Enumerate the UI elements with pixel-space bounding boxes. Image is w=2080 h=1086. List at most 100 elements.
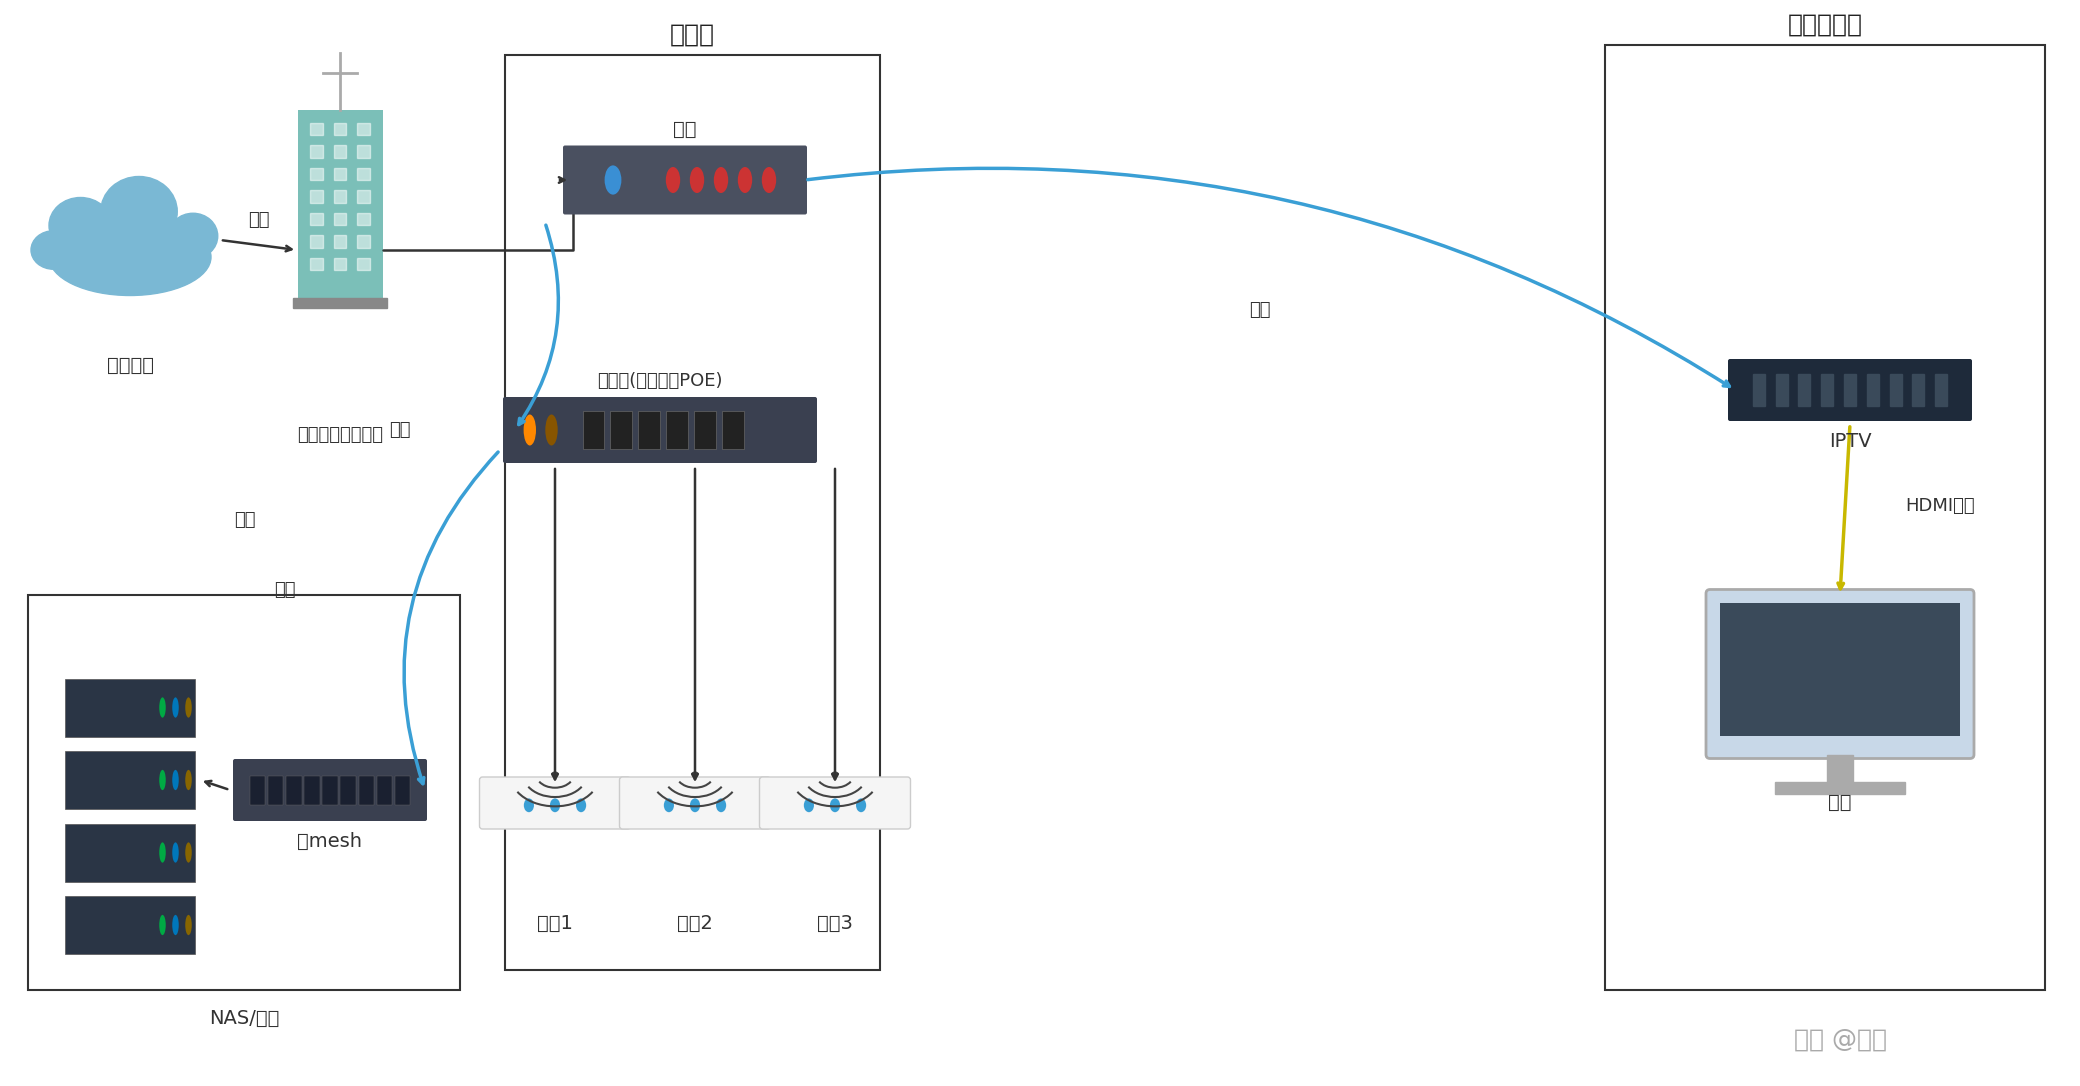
- Ellipse shape: [160, 697, 166, 718]
- Ellipse shape: [173, 914, 179, 935]
- Text: 书房: 书房: [235, 512, 256, 529]
- Bar: [358, 123, 370, 135]
- Ellipse shape: [691, 167, 705, 193]
- Text: 光纤: 光纤: [248, 211, 268, 229]
- FancyBboxPatch shape: [480, 776, 630, 829]
- Ellipse shape: [691, 798, 701, 812]
- Bar: [333, 213, 347, 225]
- Bar: [1912, 374, 1924, 406]
- Text: 网口3: 网口3: [817, 913, 853, 933]
- Ellipse shape: [738, 167, 753, 193]
- Text: 电视: 电视: [1828, 793, 1851, 812]
- Ellipse shape: [185, 697, 191, 718]
- Text: 光猫: 光猫: [674, 119, 697, 139]
- Bar: [310, 190, 322, 202]
- Bar: [1776, 374, 1787, 406]
- Bar: [310, 146, 322, 157]
- Bar: [505, 55, 880, 970]
- Bar: [722, 412, 745, 449]
- Ellipse shape: [173, 697, 179, 718]
- Bar: [333, 123, 347, 135]
- Text: IPTV: IPTV: [1828, 431, 1872, 451]
- Ellipse shape: [168, 213, 218, 258]
- Ellipse shape: [524, 415, 537, 445]
- Ellipse shape: [713, 167, 728, 193]
- Text: 电视柜区域: 电视柜区域: [1787, 13, 1862, 37]
- Bar: [1720, 603, 1959, 736]
- Ellipse shape: [100, 177, 177, 247]
- Bar: [1889, 374, 1901, 406]
- Text: 网线: 网线: [1250, 301, 1271, 319]
- Ellipse shape: [160, 770, 166, 791]
- Bar: [666, 412, 688, 449]
- Bar: [376, 775, 391, 805]
- FancyBboxPatch shape: [1706, 590, 1974, 758]
- Bar: [609, 412, 632, 449]
- Text: 主mesh: 主mesh: [297, 832, 362, 850]
- Ellipse shape: [605, 165, 622, 194]
- Ellipse shape: [551, 771, 560, 778]
- Ellipse shape: [31, 230, 77, 269]
- FancyBboxPatch shape: [1728, 359, 1972, 421]
- Ellipse shape: [160, 843, 166, 862]
- Bar: [1845, 374, 1855, 406]
- Bar: [333, 190, 347, 202]
- Bar: [1753, 374, 1764, 406]
- Bar: [310, 235, 322, 248]
- Bar: [341, 775, 356, 805]
- Text: 弱电箱: 弱电箱: [670, 23, 716, 47]
- Bar: [27, 595, 460, 990]
- Bar: [250, 775, 266, 805]
- Bar: [333, 257, 347, 270]
- Bar: [358, 775, 374, 805]
- Bar: [1826, 755, 1853, 782]
- Bar: [639, 412, 659, 449]
- Bar: [1822, 374, 1832, 406]
- Bar: [1934, 374, 1947, 406]
- FancyBboxPatch shape: [64, 823, 196, 882]
- FancyBboxPatch shape: [759, 776, 911, 829]
- Text: NAS/电脑: NAS/电脑: [208, 1009, 279, 1027]
- Ellipse shape: [857, 798, 865, 812]
- FancyBboxPatch shape: [503, 397, 817, 463]
- Ellipse shape: [666, 167, 680, 193]
- FancyBboxPatch shape: [64, 679, 196, 736]
- Ellipse shape: [185, 843, 191, 862]
- Ellipse shape: [549, 798, 560, 812]
- Bar: [582, 412, 603, 449]
- Ellipse shape: [545, 415, 557, 445]
- Text: 网线: 网线: [389, 421, 410, 439]
- Bar: [358, 257, 370, 270]
- Bar: [333, 146, 347, 157]
- Bar: [310, 213, 322, 225]
- FancyBboxPatch shape: [64, 896, 196, 954]
- Ellipse shape: [803, 798, 813, 812]
- Ellipse shape: [761, 167, 776, 193]
- Ellipse shape: [576, 798, 587, 812]
- Bar: [333, 235, 347, 248]
- Bar: [358, 213, 370, 225]
- Text: HDMI信号: HDMI信号: [1905, 497, 1974, 515]
- Ellipse shape: [716, 798, 726, 812]
- Bar: [333, 167, 347, 180]
- FancyBboxPatch shape: [64, 752, 196, 809]
- Bar: [695, 412, 716, 449]
- Ellipse shape: [50, 218, 210, 295]
- Bar: [358, 190, 370, 202]
- Bar: [1799, 374, 1810, 406]
- Bar: [310, 257, 322, 270]
- Bar: [304, 775, 320, 805]
- FancyBboxPatch shape: [564, 146, 807, 215]
- Bar: [310, 167, 322, 180]
- Bar: [268, 775, 283, 805]
- Ellipse shape: [185, 914, 191, 935]
- Text: 网口2: 网口2: [678, 913, 713, 933]
- Ellipse shape: [185, 770, 191, 791]
- Ellipse shape: [664, 798, 674, 812]
- Text: 交换机(按需选择POE): 交换机(按需选择POE): [597, 372, 722, 390]
- Bar: [395, 775, 410, 805]
- Bar: [322, 775, 337, 805]
- Bar: [287, 775, 302, 805]
- Ellipse shape: [160, 914, 166, 935]
- Ellipse shape: [173, 843, 179, 862]
